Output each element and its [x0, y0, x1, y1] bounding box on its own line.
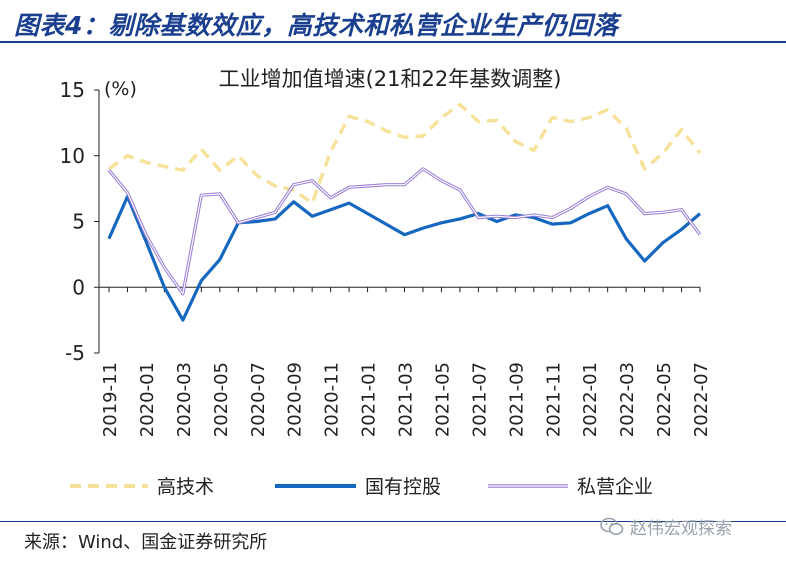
x-tick-label: 2021-11: [543, 362, 564, 437]
x-tick-label: 2020-07: [248, 362, 269, 437]
x-tick-label: 2020-11: [322, 362, 343, 437]
y-tick-label: 5: [72, 210, 85, 234]
x-tick-label: 2019-11: [100, 362, 121, 437]
chart-title: 工业增加值增速(21和22年基数调整): [219, 67, 562, 91]
x-tick-label: 2021-01: [359, 362, 380, 437]
y-axis: 15 10 5 0 -5: [60, 78, 100, 365]
figure-title: 图表4：剔除基数效应，高技术和私营企业生产仍回落: [14, 11, 619, 40]
x-tick-label: 2022-03: [617, 362, 638, 437]
y-axis-label: (%): [104, 78, 137, 100]
x-tick-label: 2021-05: [432, 362, 453, 437]
x-tick-label: 2021-07: [469, 362, 490, 437]
x-tick-label: 2021-03: [396, 362, 417, 437]
legend-2-label: 国有控股: [365, 476, 441, 498]
series-3-line-inner: [108, 168, 701, 295]
footer-divider: [0, 521, 786, 522]
x-tick-label: 2022-01: [580, 362, 601, 437]
x-tick-label: 2020-03: [174, 362, 195, 437]
line-chart: 工业增加值增速(21和22年基数调整) (%) 15 10 5 0 -5 2019-11…: [60, 67, 712, 498]
series-3-line: [107, 167, 702, 296]
y-tick-label: -5: [65, 341, 85, 365]
x-axis: 2019-11 2020-01 2020-03 2020-05 2020-07 2020-…: [99, 286, 712, 437]
wechat-icon: [600, 517, 624, 535]
watermark: 赵伟宏观探索: [600, 514, 732, 539]
series-2-line: [107, 194, 702, 322]
source-note: 来源：Wind、国金证券研究所: [24, 532, 268, 553]
x-tick-label: 2022-05: [654, 362, 675, 437]
watermark-text: 赵伟宏观探索: [630, 519, 732, 539]
x-tick-label: 2020-05: [211, 362, 232, 437]
y-tick-label: 0: [72, 275, 85, 299]
x-tick-label: 2022-07: [691, 362, 712, 437]
x-tick-label: 2021-09: [506, 362, 527, 437]
legend-3-label: 私营企业: [577, 476, 653, 498]
series-1-line: [107, 102, 702, 205]
legend: 高技术 国有控股 私营企业: [70, 476, 653, 498]
x-tick-label: 2020-09: [285, 362, 306, 437]
y-tick-label: 15: [60, 78, 85, 102]
legend-1-label: 高技术: [157, 476, 214, 498]
x-tick-label: 2020-01: [137, 362, 158, 437]
title-divider: [0, 41, 786, 43]
y-tick-label: 10: [60, 144, 85, 168]
series-lines: [107, 102, 702, 322]
